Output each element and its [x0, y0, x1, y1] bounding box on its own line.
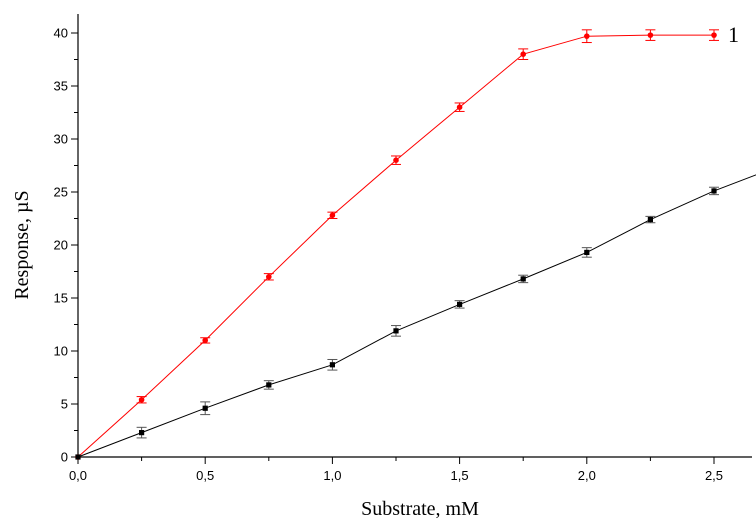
y-tick-label: 10	[54, 344, 68, 359]
data-point	[266, 274, 272, 280]
data-point	[647, 216, 653, 223]
y-tick-label: 40	[54, 26, 68, 41]
y-tick-label: 15	[54, 291, 68, 306]
y-tick-label: 25	[54, 185, 68, 200]
data-point	[202, 405, 208, 411]
data-point	[711, 188, 717, 194]
y-tick-label: 5	[61, 397, 68, 412]
ticks: 0,00,51,01,52,02,53,03,54,04,55,00510152…	[54, 26, 724, 484]
data-point	[266, 382, 272, 388]
y-tick-label: 35	[54, 79, 68, 94]
y-axis-title: Response, µS	[11, 190, 33, 299]
x-tick-label: 0,5	[196, 468, 214, 483]
data-point	[393, 328, 399, 334]
series-line	[77, 174, 756, 458]
data-point	[520, 51, 526, 57]
y-tick-label: 0	[61, 450, 68, 465]
data-point	[139, 430, 145, 436]
x-tick-label: 2,5	[705, 468, 723, 483]
series-1: 1	[75, 22, 739, 460]
data-point	[329, 362, 335, 368]
series-2: 2	[75, 174, 756, 460]
data-point	[584, 33, 590, 39]
data-point	[456, 104, 463, 110]
data-point	[457, 301, 463, 307]
series-line	[77, 34, 714, 458]
data-point	[584, 249, 590, 256]
data-point	[647, 32, 654, 38]
series-label: 1	[728, 22, 739, 47]
x-axis-title: Substrate, mM	[361, 498, 479, 520]
y-tick-label: 30	[54, 132, 68, 147]
x-tick-label: 1,5	[451, 468, 469, 483]
data-point	[329, 212, 336, 219]
x-tick-label: 0,0	[69, 468, 87, 483]
data-point	[711, 32, 717, 38]
series-layer: 12	[75, 22, 756, 460]
data-point	[138, 396, 145, 403]
data-point	[75, 454, 81, 460]
y-tick-label: 20	[54, 238, 68, 253]
x-tick-label: 2,0	[578, 468, 596, 483]
x-tick-label: 1,0	[323, 468, 341, 483]
data-point	[393, 157, 399, 163]
axes	[77, 14, 752, 458]
data-point	[202, 337, 208, 344]
data-point	[520, 276, 526, 282]
